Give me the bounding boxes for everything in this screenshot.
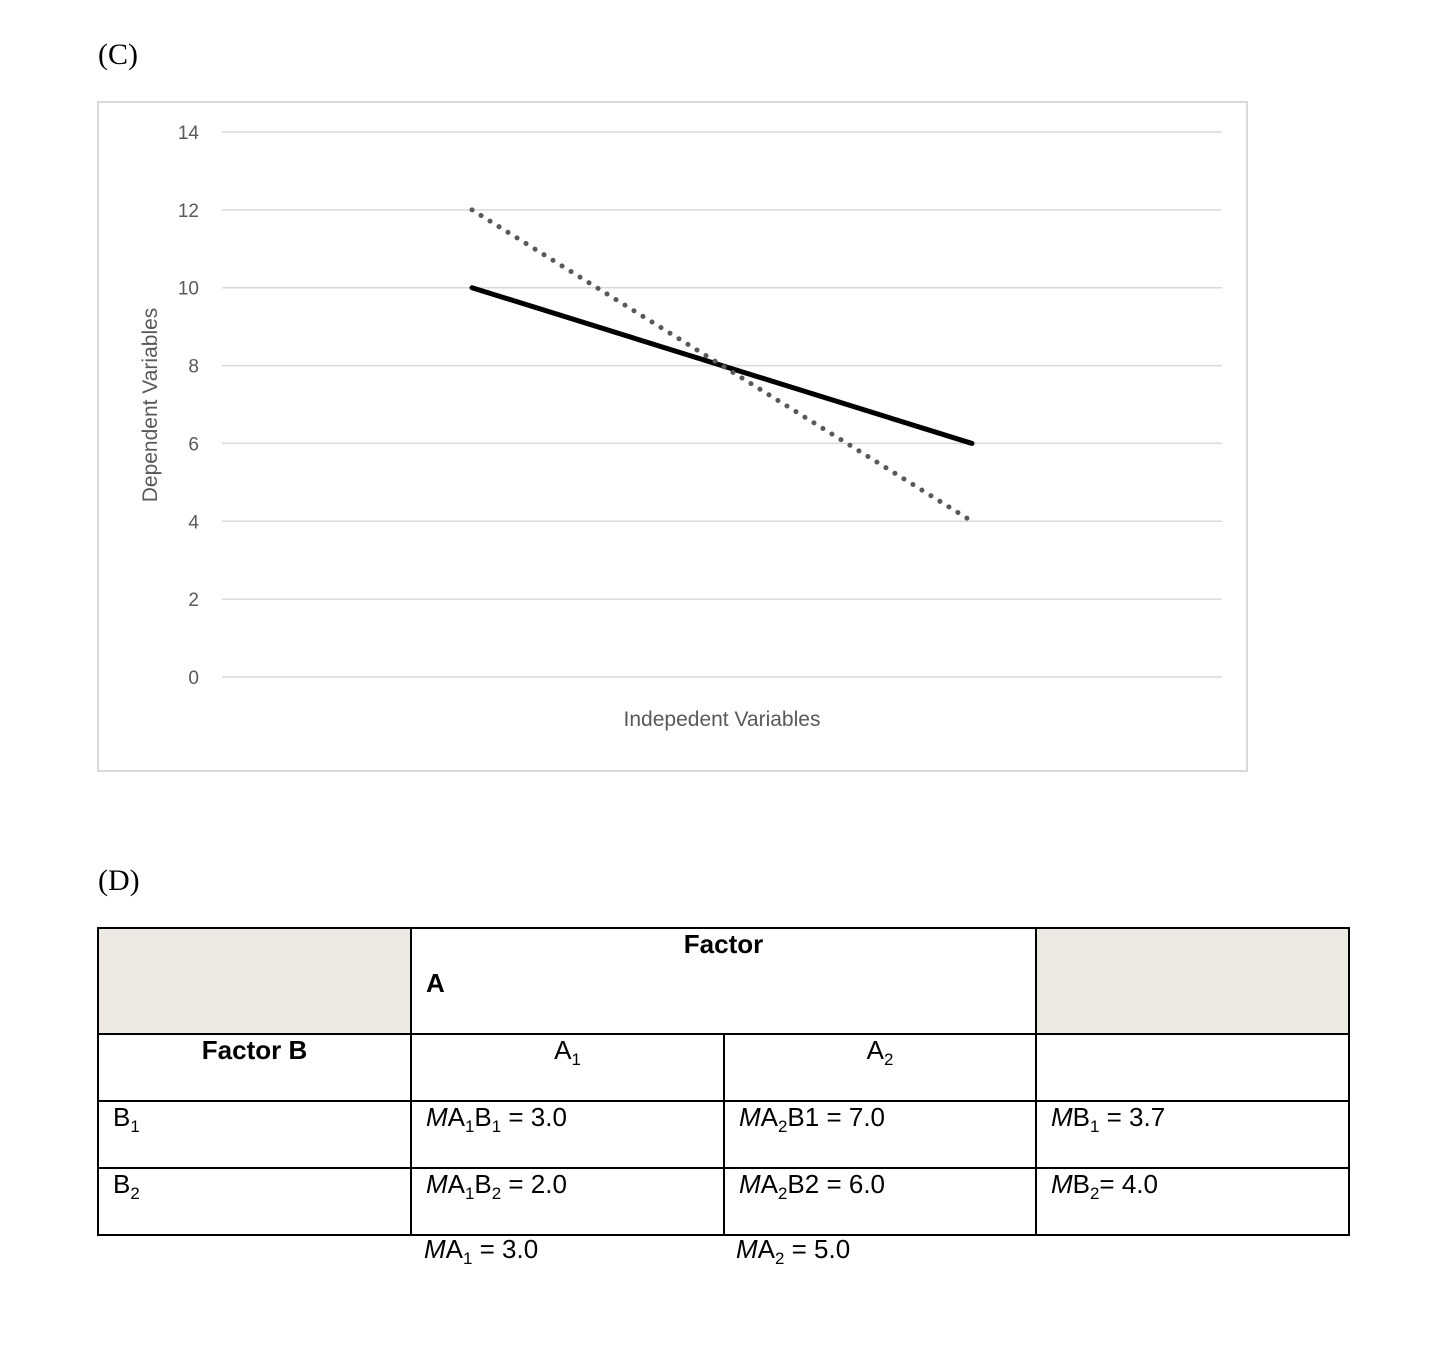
cell-ma1b1: MA1B1 = 3.0 <box>410 1100 725 1169</box>
row-label-b1: B1 <box>97 1100 412 1169</box>
table-subheader-row: Factor B A1 A2 <box>97 1033 1350 1102</box>
a2-header: A2 <box>723 1033 1037 1102</box>
marginal-mean-a2: MA2 = 5.0 <box>736 1234 851 1269</box>
empty-shaded-cell <box>1035 927 1350 1035</box>
svg-text:6: 6 <box>188 434 199 455</box>
chart-canvas: 0 2 4 6 8 10 12 14 Dependent Variables Indepede… <box>139 123 1222 731</box>
section-label-c: (C) <box>98 38 138 71</box>
section-label-d: (D) <box>98 864 140 897</box>
table-header-row: Factor A <box>97 927 1350 1035</box>
svg-text:10: 10 <box>178 279 199 300</box>
factor-b-header: Factor B <box>97 1033 412 1102</box>
factor-a-header: Factor A <box>410 927 1037 1035</box>
svg-text:4: 4 <box>188 512 199 533</box>
table-row: B2 MA1B2 = 2.0 MA2B2 = 6.0 MB2= 4.0 <box>97 1167 1350 1236</box>
cell-mb2: MB2= 4.0 <box>1035 1167 1350 1236</box>
svg-text:8: 8 <box>188 357 199 378</box>
factor-a-label-line1: Factor <box>683 929 764 959</box>
svg-text:0: 0 <box>188 668 199 689</box>
cell-ma2b1: MA2B1 = 7.0 <box>723 1100 1037 1169</box>
series-lines <box>469 207 975 524</box>
y-axis-title: Dependent Variables <box>139 308 162 503</box>
svg-text:12: 12 <box>178 201 199 222</box>
gridlines <box>222 131 1222 678</box>
factorial-means-table: Factor A Factor B A1 A2 B1 MA1B1 = 3.0 M… <box>97 927 1350 1236</box>
cell-mb1: MB1 = 3.7 <box>1035 1100 1350 1169</box>
table-row: B1 MA1B1 = 3.0 MA2B1 = 7.0 MB1 = 3.7 <box>97 1100 1350 1169</box>
factor-a-label-line2: A <box>426 968 445 998</box>
y-axis-ticks: 0 2 4 6 8 10 12 14 <box>178 123 200 689</box>
svg-text:14: 14 <box>178 123 200 144</box>
row-label-b2: B2 <box>97 1167 412 1236</box>
cell-ma1b2: MA1B2 = 2.0 <box>410 1167 725 1236</box>
empty-shaded-cell <box>97 927 412 1035</box>
x-axis-title: Indepedent Variables <box>624 708 821 731</box>
marginal-mean-a1: MA1 = 3.0 <box>424 1234 539 1269</box>
a1-header: A1 <box>410 1033 725 1102</box>
series-dotted-line <box>469 207 975 524</box>
svg-text:2: 2 <box>188 590 199 611</box>
empty-cell <box>1035 1033 1350 1102</box>
line-chart: 0 2 4 6 8 10 12 14 Dependent Variables Indepede… <box>97 101 1248 772</box>
cell-ma2b2: MA2B2 = 6.0 <box>723 1167 1037 1236</box>
